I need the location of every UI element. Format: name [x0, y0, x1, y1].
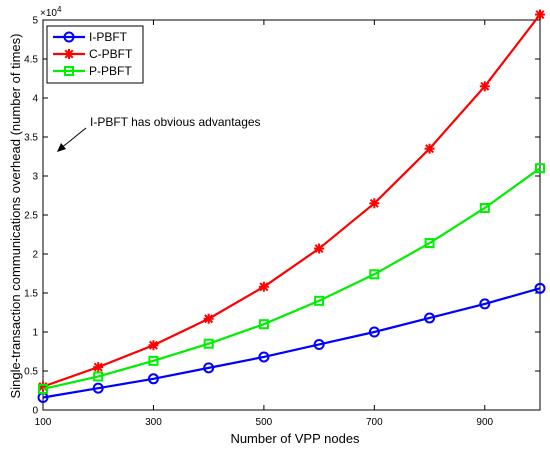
data-point — [424, 312, 436, 324]
data-point — [38, 383, 48, 394]
data-point — [424, 238, 435, 249]
data-point — [479, 81, 490, 92]
data-point-stroke — [535, 10, 545, 19]
data-point — [534, 282, 546, 294]
data-point-stroke — [148, 340, 158, 350]
data-point — [369, 198, 380, 209]
data-point-stroke — [369, 198, 379, 208]
data-point — [92, 382, 104, 394]
series-layer — [37, 9, 546, 404]
data-point — [147, 373, 159, 385]
data-point — [64, 66, 74, 76]
data-point — [93, 371, 104, 382]
y-tick-label: 1 — [32, 328, 38, 339]
x-tick-label: 700 — [366, 417, 383, 428]
legend-label: C-PBFT — [89, 47, 133, 61]
series-line — [42, 167, 541, 391]
data-point — [258, 351, 270, 363]
series-line — [42, 287, 541, 399]
x-tick-label: 500 — [256, 417, 273, 428]
annotation-arrow-line — [59, 127, 87, 150]
y-tick-label: 4.5 — [24, 55, 38, 66]
legend: I-PBFT C-PBFT P-PBFT — [46, 25, 144, 84]
series-c-pbft — [38, 9, 545, 392]
data-point-stroke — [480, 81, 490, 91]
series-line — [42, 13, 541, 388]
x-tick-label: 100 — [35, 417, 52, 428]
y-tick-label: 5 — [32, 16, 38, 27]
data-point — [369, 269, 380, 280]
data-point — [203, 313, 214, 324]
data-point — [535, 9, 545, 20]
annotation-text: I-PBFT has obvious advantages — [90, 115, 261, 129]
y-tick-label: 2 — [32, 250, 38, 261]
data-point — [313, 338, 325, 350]
legend-item-i-pbft: I-PBFT — [53, 30, 128, 44]
data-point — [148, 340, 159, 351]
data-point-stroke — [64, 49, 74, 59]
data-point-stroke — [314, 244, 324, 253]
data-point — [64, 49, 74, 59]
legend-label: P-PBFT — [89, 64, 132, 78]
data-point — [314, 295, 325, 306]
legend-item-p-pbft: P-PBFT — [53, 64, 132, 78]
data-point-stroke — [425, 144, 435, 154]
data-point-stroke — [204, 314, 214, 324]
y-tick-label: 2.5 — [24, 211, 38, 222]
data-point — [424, 143, 435, 154]
data-point — [203, 362, 215, 374]
legend-label: I-PBFT — [89, 30, 128, 44]
data-point — [63, 31, 75, 43]
data-point-stroke — [259, 282, 269, 292]
data-point — [203, 338, 214, 349]
y-tick-label: 1.5 — [24, 289, 38, 300]
y-tick-label: 0 — [32, 406, 38, 417]
y-tick-label: 3.5 — [24, 133, 38, 144]
data-point — [368, 326, 380, 338]
series-p-pbft — [38, 163, 545, 394]
y-tick-label: 3 — [32, 172, 38, 183]
annotation-arrowhead — [57, 143, 66, 152]
y-axis-title: Single-transaction communications overhe… — [8, 34, 23, 399]
data-point — [93, 362, 104, 373]
data-point — [535, 163, 545, 174]
annotation: I-PBFT has obvious advantages — [57, 115, 261, 152]
legend-item-c-pbft: C-PBFT — [53, 47, 133, 61]
series-i-pbft — [37, 282, 546, 404]
data-point — [314, 243, 325, 254]
data-point — [258, 281, 269, 292]
data-point-stroke — [93, 362, 103, 372]
axis-ticks: 100 300 500 700 900 0 0.5 1 1.5 2 2.5 3 3.5 4 4.5 5 — [24, 16, 540, 428]
data-point — [258, 319, 269, 330]
data-point — [479, 298, 491, 310]
y-tick-label: 4 — [32, 94, 38, 105]
data-point — [479, 202, 490, 213]
x-tick-label: 900 — [476, 417, 493, 428]
x-axis-title: Number of VPP nodes — [230, 431, 360, 446]
data-point — [148, 355, 159, 366]
y-axis-exponent: ×104 — [40, 5, 62, 19]
y-tick-label: 0.5 — [24, 367, 38, 378]
x-tick-label: 300 — [145, 417, 162, 428]
